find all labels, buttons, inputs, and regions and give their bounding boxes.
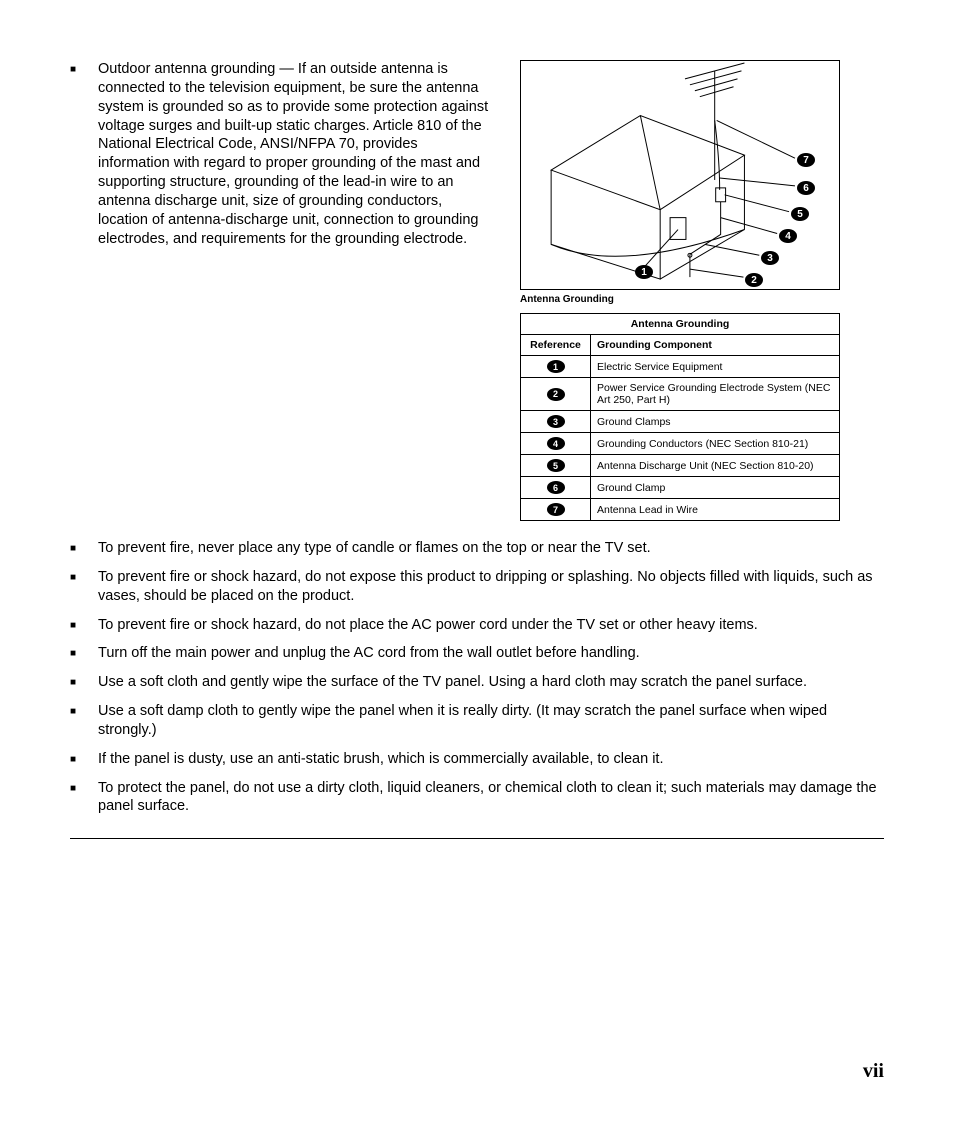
top-right-column: 7 6 5 4 3 2 1 Antenna Grounding Antenna …: [520, 60, 884, 521]
bullet-text: To prevent fire, never place any type of…: [98, 539, 884, 558]
bullet-marker: ■: [70, 616, 98, 635]
comp-cell: Ground Clamp: [591, 477, 840, 499]
bullet-text: If the panel is dusty, use an anti-stati…: [98, 750, 884, 769]
ref-pill: 5: [547, 459, 565, 472]
ref-pill: 4: [547, 437, 565, 450]
comp-cell: Grounding Conductors (NEC Section 810-21…: [591, 433, 840, 455]
bullet-item: ■To prevent fire or shock hazard, do not…: [70, 616, 884, 635]
bullet-item: ■ Outdoor antenna grounding — If an outs…: [70, 60, 490, 248]
diagram-caption: Antenna Grounding: [520, 294, 884, 305]
table-row: 7 Antenna Lead in Wire: [521, 499, 840, 521]
bullet-marker: ■: [70, 779, 98, 817]
callout-6: 6: [797, 181, 815, 195]
comp-cell: Ground Clamps: [591, 411, 840, 433]
bullet-item: ■To prevent fire or shock hazard, do not…: [70, 568, 884, 606]
bullet-item: ■To prevent fire, never place any type o…: [70, 539, 884, 558]
table-row: 5 Antenna Discharge Unit (NEC Section 810…: [521, 455, 840, 477]
page-number: vii: [863, 1060, 884, 1083]
callout-7: 7: [797, 153, 815, 167]
bullet-item: ■Turn off the main power and unplug the …: [70, 644, 884, 663]
ref-pill: 6: [547, 481, 565, 494]
bullet-marker: ■: [70, 702, 98, 740]
bullet-marker: ■: [70, 60, 98, 248]
bullet-marker: ■: [70, 539, 98, 558]
callout-3: 3: [761, 251, 779, 265]
bullet-item: ■Use a soft damp cloth to gently wipe th…: [70, 702, 884, 740]
top-left-column: ■ Outdoor antenna grounding — If an outs…: [70, 60, 490, 521]
ref-pill: 7: [547, 503, 565, 516]
bullet-item: ■To protect the panel, do not use a dirt…: [70, 779, 884, 817]
comp-cell: Antenna Lead in Wire: [591, 499, 840, 521]
table-title: Antenna Grounding: [521, 314, 840, 335]
bottom-bullet-list: ■To prevent fire, never place any type o…: [70, 539, 884, 816]
section-rule: [70, 838, 884, 839]
callout-2: 2: [745, 273, 763, 287]
table-row: 4 Grounding Conductors (NEC Section 810-2…: [521, 433, 840, 455]
bullet-text: To prevent fire or shock hazard, do not …: [98, 616, 884, 635]
comp-cell: Antenna Discharge Unit (NEC Section 810-…: [591, 455, 840, 477]
bullet-text: Use a soft cloth and gently wipe the sur…: [98, 673, 884, 692]
bullet-item: ■Use a soft cloth and gently wipe the su…: [70, 673, 884, 692]
callout-4: 4: [779, 229, 797, 243]
bullet-marker: ■: [70, 644, 98, 663]
comp-cell: Power Service Grounding Electrode System…: [591, 378, 840, 411]
bullet-text: Turn off the main power and unplug the A…: [98, 644, 884, 663]
bullet-item: ■If the panel is dusty, use an anti-stat…: [70, 750, 884, 769]
table-header-ref: Reference: [521, 335, 591, 356]
table-row: 3 Ground Clamps: [521, 411, 840, 433]
ref-pill: 1: [547, 360, 565, 373]
antenna-diagram: 7 6 5 4 3 2 1: [520, 60, 840, 290]
table-row: 2 Power Service Grounding Electrode Syste…: [521, 378, 840, 411]
table-row: 6 Ground Clamp: [521, 477, 840, 499]
bullet-marker: ■: [70, 750, 98, 769]
bullet-text: To prevent fire or shock hazard, do not …: [98, 568, 884, 606]
house-antenna-svg: [521, 61, 839, 289]
bullet-marker: ■: [70, 568, 98, 606]
grounding-table: Antenna Grounding Reference Grounding Co…: [520, 313, 840, 521]
callout-5: 5: [791, 207, 809, 221]
bullet-text: Outdoor antenna grounding — If an outsid…: [98, 60, 490, 248]
table-row: 1 Electric Service Equipment: [521, 356, 840, 378]
bullet-text: Use a soft damp cloth to gently wipe the…: [98, 702, 884, 740]
table-header-comp: Grounding Component: [591, 335, 840, 356]
callout-1: 1: [635, 265, 653, 279]
ref-pill: 2: [547, 388, 565, 401]
comp-cell: Electric Service Equipment: [591, 356, 840, 378]
ref-pill: 3: [547, 415, 565, 428]
bullet-text: To protect the panel, do not use a dirty…: [98, 779, 884, 817]
bullet-marker: ■: [70, 673, 98, 692]
